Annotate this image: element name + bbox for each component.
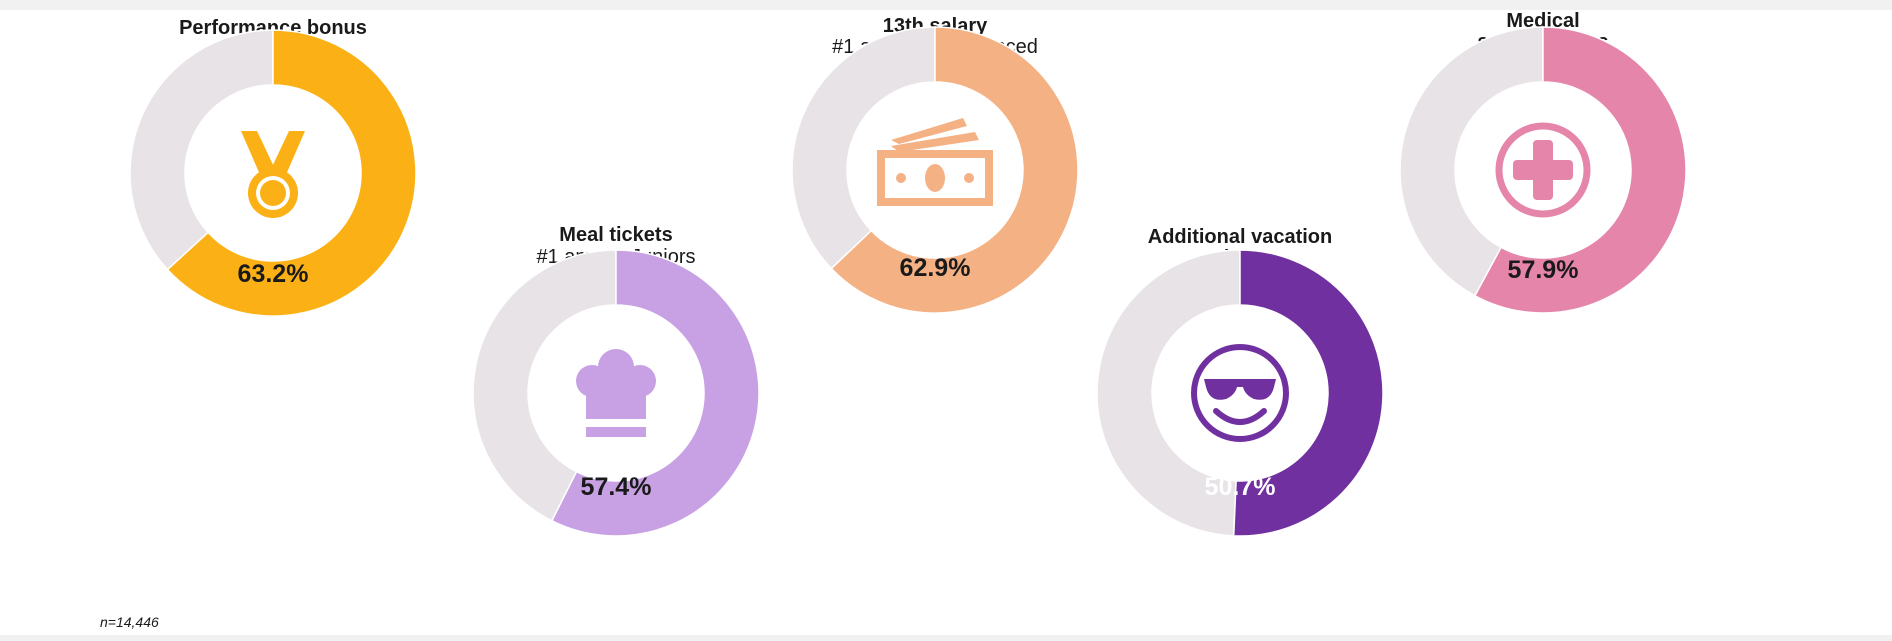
sunglasses-smiley-icon (1191, 344, 1289, 442)
donut-remainder-slice (472, 249, 617, 522)
donut-value-label: 50.7% (1205, 473, 1276, 501)
donut-title: Medical (1506, 10, 1579, 32)
donut-remainder-slice (791, 26, 936, 270)
donut-value-slice (166, 29, 417, 317)
benefits-donut-chart: Performance bonus 63.2% Meal tickets#1 amo… (100, 10, 1687, 630)
donut-value-label: 63.2% (238, 260, 309, 288)
chef-hat-icon (576, 349, 656, 437)
donut-1: Performance bonus 63.2% (129, 17, 417, 317)
donut-4: Additional vacationdays50.7% (1096, 226, 1384, 537)
chart-canvas: Performance bonus 63.2% Meal tickets#1 amo… (0, 10, 1892, 635)
donut-title: Performance bonus (179, 17, 367, 39)
donut-value-slice (830, 26, 1079, 314)
donut-remainder-slice (129, 29, 274, 271)
donut-title: Additional vacation (1148, 226, 1332, 248)
donut-3: 13th salary#1 among Experienced62.9% (791, 15, 1079, 314)
donut-value-label: 57.4% (581, 473, 652, 501)
banknotes-icon (877, 118, 993, 206)
donut-value-slice (550, 249, 760, 537)
donut-title: Meal tickets (559, 224, 672, 246)
donut-value-label: 57.9% (1508, 256, 1579, 284)
donut-value-label: 62.9% (900, 254, 971, 282)
donut-value-slice (1473, 26, 1687, 314)
donut-remainder-slice (1399, 26, 1544, 297)
sample-size-note: n=14,446 (100, 614, 159, 630)
donut-5: Medicalsubscriptions57.9% (1399, 10, 1687, 314)
donut-value-slice (1232, 249, 1384, 537)
medical-cross-icon (1495, 122, 1591, 218)
donut-remainder-slice (1096, 249, 1241, 537)
medal-icon (241, 131, 305, 218)
